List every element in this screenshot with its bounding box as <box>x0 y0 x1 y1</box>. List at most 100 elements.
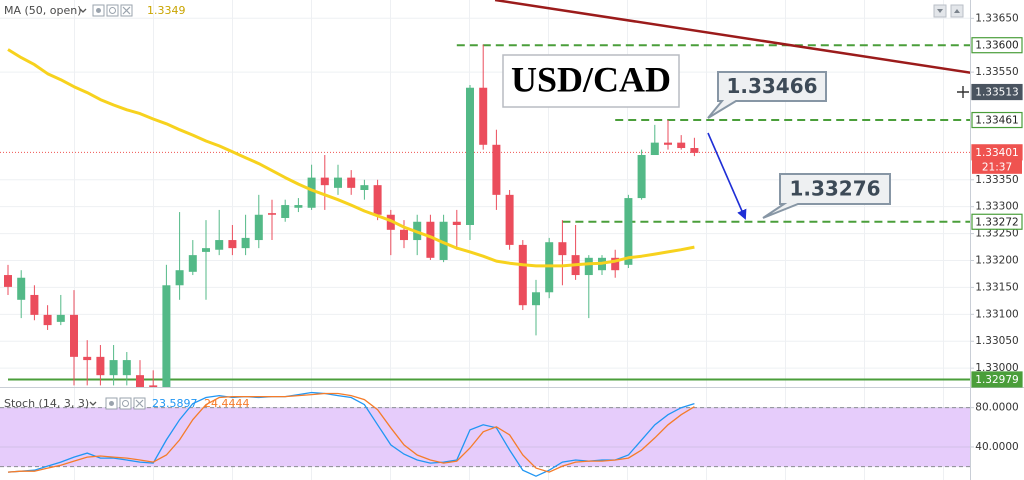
crosshair-cursor <box>957 86 969 98</box>
y-tick-label: 40.0000 <box>975 441 1018 453</box>
callout-box <box>707 71 827 119</box>
price-tag: 1.32979 <box>971 371 1023 388</box>
settings-icon[interactable] <box>119 397 132 410</box>
candle-body <box>122 360 131 376</box>
candle-body <box>334 177 342 188</box>
legend-label: MA (50, open) <box>4 4 82 17</box>
candle-body <box>202 248 210 252</box>
candle-body <box>479 87 488 145</box>
candle-body <box>452 221 461 225</box>
candle-body <box>241 237 250 249</box>
x-shape <box>135 399 144 408</box>
candle-body <box>664 142 672 145</box>
countdown-label: 21:37 <box>982 161 1012 173</box>
price-tag-box <box>971 111 1023 129</box>
price-tag: 1.33272 <box>971 213 1023 230</box>
candle-body <box>175 270 184 286</box>
price-tag: 1.33461 <box>971 111 1023 129</box>
price-tag-label: 1.32979 <box>975 374 1018 386</box>
candle-body <box>43 314 52 326</box>
candle-body <box>690 148 699 153</box>
legend-chevron[interactable] <box>79 8 87 13</box>
x-shape <box>122 6 131 15</box>
stoch-line <box>7 392 695 473</box>
y-tick-label: 80.0000 <box>975 402 1018 414</box>
candle-body <box>83 356 92 361</box>
price-tag-box <box>971 213 1023 230</box>
candle-body <box>281 205 290 218</box>
candle-body <box>426 221 435 258</box>
candle-body <box>56 314 65 322</box>
candle-body <box>584 257 593 276</box>
eye-pupil <box>96 8 101 13</box>
candle-body <box>228 240 237 249</box>
price-pane <box>0 0 970 387</box>
candle-body <box>215 240 224 250</box>
candle-body <box>624 198 633 265</box>
candle-body <box>268 213 276 215</box>
legend-label: Stoch (14, 3, 3) <box>4 397 89 410</box>
price-tag-box <box>971 37 1023 54</box>
price-tag: 1.33513 <box>971 83 1023 101</box>
eye-pupil <box>109 401 114 406</box>
projection-arrow <box>707 132 747 220</box>
candle-body <box>320 177 329 186</box>
candle-body <box>347 177 356 188</box>
price-tag-label: 1.33461 <box>975 115 1018 127</box>
price-tag-box <box>971 371 1023 388</box>
candle-body <box>30 294 39 315</box>
candle-body <box>294 205 303 208</box>
collapse-glyph <box>937 9 943 13</box>
candle-body <box>518 244 527 306</box>
candle-body <box>254 214 263 241</box>
legend-value: 23.5897 <box>152 397 198 410</box>
price-axis: 1.336501.335501.333501.333001.332501.332… <box>970 12 1023 453</box>
y-tick-label: 1.33250 <box>975 228 1018 240</box>
candle-body <box>188 255 197 272</box>
candle-body <box>677 142 686 149</box>
price-tag-label: 1.33513 <box>975 87 1018 99</box>
y-tick-label: 1.33150 <box>975 281 1018 293</box>
countdown-tag: 21:37 <box>972 159 1022 174</box>
candle-body <box>505 194 514 245</box>
stoch-band <box>0 407 970 467</box>
callout-label: 1.33276 <box>789 177 880 201</box>
settings-icon[interactable] <box>106 4 119 17</box>
candle-body <box>307 177 316 208</box>
y-tick-label: 1.33050 <box>975 335 1018 347</box>
y-tick-label: 1.33000 <box>975 362 1018 374</box>
countdown-box <box>972 159 1022 174</box>
chart-title: USD/CAD <box>511 59 671 99</box>
stoch-line <box>7 391 695 477</box>
candle-body <box>466 87 474 225</box>
gear-shape <box>122 400 129 407</box>
y-tick-label: 1.33650 <box>975 12 1018 24</box>
candle-body <box>162 285 171 387</box>
candle-body <box>492 144 501 195</box>
candle-body <box>373 185 382 215</box>
gear-shape <box>109 7 116 14</box>
candle-body <box>70 314 78 357</box>
y-tick-label: 1.33550 <box>975 66 1018 78</box>
price-tag-label: 1.33600 <box>975 40 1018 52</box>
candle-body <box>109 360 118 376</box>
candle-body <box>96 356 105 376</box>
price-tag: 1.33600 <box>971 37 1023 54</box>
candle-body <box>17 277 26 300</box>
callout-label: 1.33466 <box>726 74 817 98</box>
y-tick-label: 1.33300 <box>975 201 1018 213</box>
candle-body <box>149 385 158 387</box>
y-tick-label: 1.33200 <box>975 255 1018 267</box>
candle-body <box>360 185 369 191</box>
candle-body <box>4 275 12 287</box>
candle-body <box>439 221 448 260</box>
legend-chevron[interactable] <box>89 401 97 406</box>
candle-body <box>611 257 620 271</box>
trend-line <box>494 0 970 74</box>
price-tag-box <box>971 83 1023 101</box>
legend-value: 1.3349 <box>147 4 186 17</box>
candle-body <box>650 142 659 156</box>
candle-body <box>532 292 540 306</box>
price-tag-label: 1.33272 <box>975 216 1018 228</box>
